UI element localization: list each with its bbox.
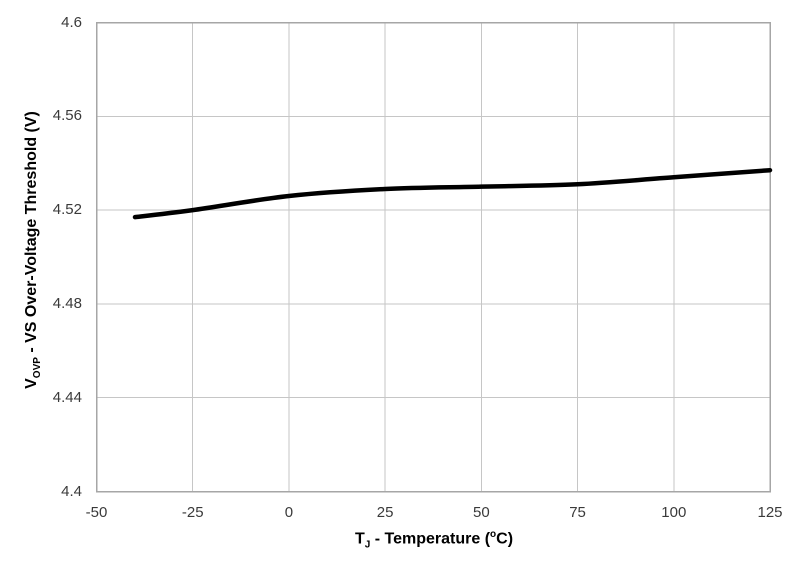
y-axis-title-base: V [22, 378, 40, 389]
y-tick-label: 4.4 [61, 482, 82, 500]
x-tick-label: 125 [757, 504, 783, 521]
x-tick-label: 75 [569, 504, 586, 521]
x-tick-label: -50 [85, 504, 108, 521]
x-axis-title-text: - Temperature ( [370, 530, 491, 548]
y-axis-title-text: - VS Over-Voltage Threshold (V) [22, 111, 40, 358]
x-tick-label: -25 [181, 504, 204, 521]
x-tick-label: 50 [473, 504, 490, 521]
y-tick-label: 4.6 [61, 13, 82, 31]
x-axis-title-superscript: o [490, 529, 497, 540]
series-line-vovp [132, 167, 773, 220]
y-tick-label: 4.44 [52, 388, 82, 406]
y-tick-label: 4.48 [52, 294, 82, 312]
x-axis-title-base: T [354, 530, 365, 548]
y-axis-title-subscript: OVP [32, 357, 44, 379]
plot-border [95, 21, 771, 493]
y-tick-label: 4.56 [52, 107, 82, 125]
x-tick-label: 0 [284, 504, 294, 521]
x-axis-title: TJ - Temperature (oC) [97, 529, 771, 551]
y-tick-label: 4.52 [52, 201, 82, 219]
x-tick-label: 25 [376, 504, 394, 521]
x-axis-title-subscript: J [364, 539, 371, 551]
y-axis-title: VOVP - VS Over-Voltage Threshold (V) [23, 111, 43, 389]
x-axis-title-end: C) [496, 530, 514, 548]
x-tick-label: 100 [661, 504, 687, 521]
